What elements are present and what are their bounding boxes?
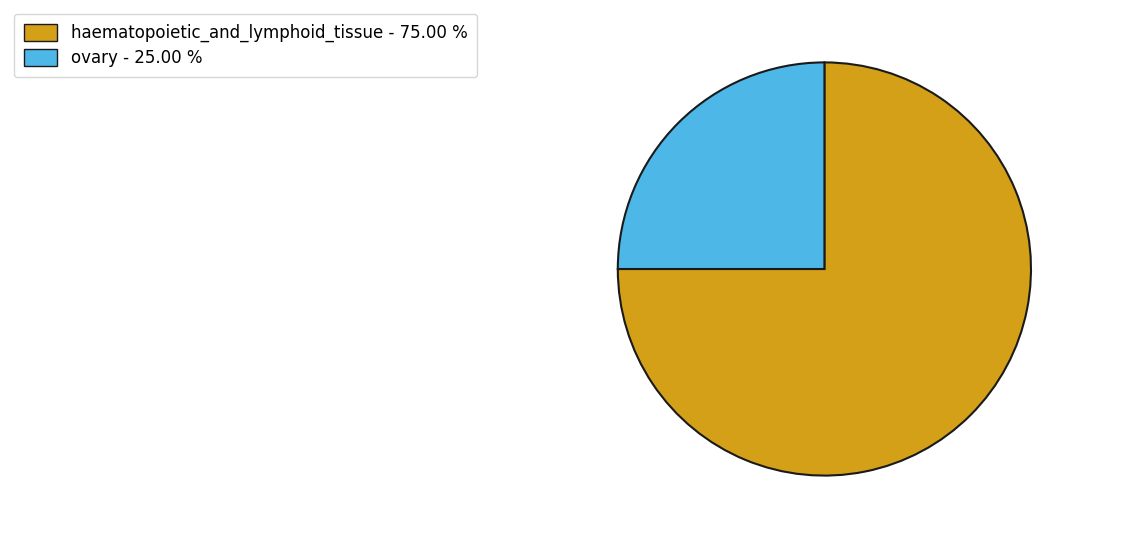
- Wedge shape: [618, 62, 1030, 476]
- Legend: haematopoietic_and_lymphoid_tissue - 75.00 %, ovary - 25.00 %: haematopoietic_and_lymphoid_tissue - 75.…: [14, 13, 477, 77]
- Wedge shape: [618, 62, 824, 269]
